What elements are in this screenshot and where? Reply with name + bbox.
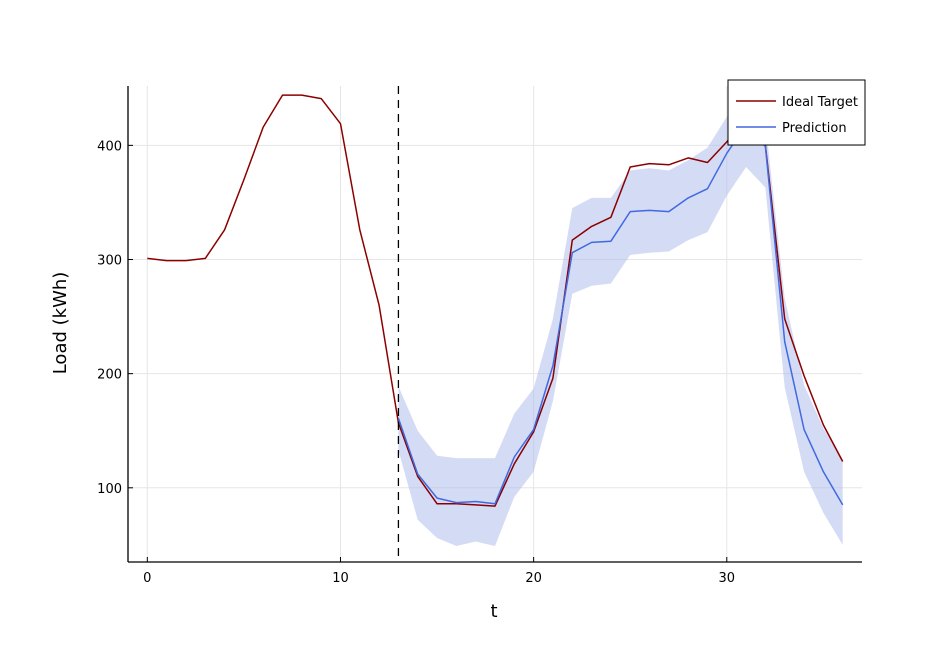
series-layer	[147, 86, 844, 562]
y-tick-label: 400	[97, 139, 122, 154]
x-tick-label: 20	[525, 571, 542, 586]
x-tick-label: 30	[719, 571, 736, 586]
confidence-band-layer	[398, 94, 843, 546]
legend-label-prediction: Prediction	[782, 121, 847, 136]
legend-label-ideal-target: Ideal Target	[782, 95, 858, 110]
series-line-ideal-target	[147, 94, 844, 507]
tick-labels: 0 10 20 30 100 200 300 400	[97, 139, 735, 586]
x-tick-label: 0	[143, 571, 151, 586]
x-tick-label: 10	[332, 571, 349, 586]
prediction-confidence-band	[398, 94, 843, 546]
y-tick-label: 300	[97, 254, 122, 269]
axes	[127, 86, 862, 563]
x-axis-title: t	[490, 601, 497, 622]
y-tick-label: 200	[97, 368, 122, 383]
y-tick-label: 100	[97, 482, 122, 497]
series-line-prediction	[397, 124, 844, 506]
legend: Ideal Target Prediction	[727, 79, 866, 146]
legend-box	[727, 79, 866, 146]
y-axis-title: Load (kWh)	[50, 272, 71, 375]
